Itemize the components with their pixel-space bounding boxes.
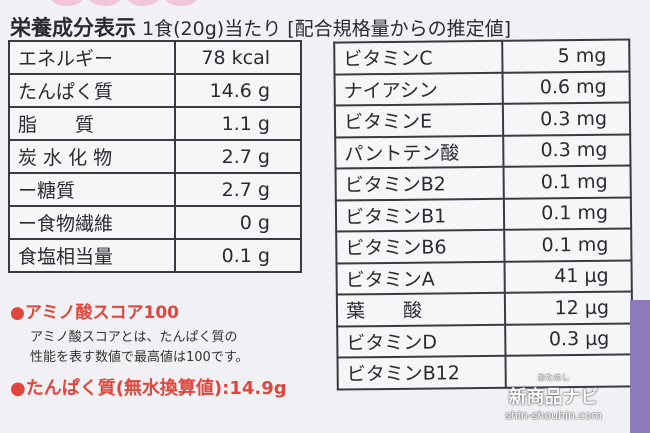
nutrient-value: 2.7 g [174,139,302,174]
table-row: ビタミンE 0.3 mg [334,102,631,138]
amino-score-heading: ●アミノ酸スコア100 [10,303,179,323]
nutrient-value: 14.6 g [174,73,302,108]
nutrient-name: パントテン酸 [335,135,504,169]
subtitle: 1食(20g)当たり [配合規格量からの推定値] [142,18,512,40]
nutrient-value: 0.3 mg [502,102,631,136]
nutrient-name: ビタミンB1 [335,198,505,232]
table-row: パントテン酸 0.3 mg [335,133,631,169]
nutrient-name: ビタミンB12 [337,355,506,390]
protein-anhydrous: ●たんぱく質(無水換算値):14.9g [10,378,287,399]
amino-score-note: アミノ酸スコアとは、たんぱく質の 性能を表す数値で最高値は100です。 [30,330,249,365]
nutrient-value: 12 μg [504,291,633,325]
nutrient-name: エネルギー [8,40,176,75]
nutrient-name: 炭 水 化 物 [8,139,176,174]
nutrient-value: 5 mg [502,39,630,73]
nutrient-name: 葉 酸 [336,292,506,327]
table-row: 食塩相当量 0.1 g [8,238,302,273]
table-row: ナイアシン 0.6 mg [334,70,630,106]
nutrient-value: 0.1 g [174,238,302,273]
nutrient-value: 0.6 mg [502,70,630,104]
decorative-dots [50,0,198,6]
nutrient-name: ビタミンC [334,40,503,75]
table-row: ビタミンA 41 μg [336,259,632,295]
nutrient-name: 脂 質 [8,106,176,141]
nutrient-value: 0.1 mg [504,228,632,262]
nutrient-name: ー糖質 [8,172,176,207]
nutrient-name: ビタミンA [336,261,505,295]
nutrient-value: 78 kcal [174,40,302,75]
nutrient-value: 0.3 μg [505,322,633,356]
nutrient-name: ビタミンD [337,324,506,358]
nutrient-name: ー食物繊維 [8,205,176,240]
nutrient-value: 0.3 mg [503,133,631,167]
table-row: ー食物繊維 0 g [8,205,302,240]
nutrient-value: 2.7 g [174,172,302,207]
table-row: ビタミンC 5 mg [334,39,630,75]
page-title: 栄養成分表示 1食(20g)当たり [配合規格量からの推定値] [10,16,512,40]
table-row: たんぱく質 14.6 g [8,73,302,108]
table-row: 脂 質 1.1 g [8,106,302,141]
nutrient-name: ナイアシン [334,72,503,106]
nutrient-name: 食塩相当量 [8,238,176,273]
nutrient-name: ビタミンB6 [336,229,505,264]
nutrient-value: 0.1 mg [503,165,631,199]
table-row: 葉 酸 12 μg [336,291,633,327]
table-row: エネルギー 78 kcal [8,40,302,75]
nutrition-table-right: ビタミンC 5 mg ナイアシン 0.6 mg ビタミンE 0.3 mg パントテン酸 0.3… [333,38,634,391]
nutrient-value: 0.1 mg [503,196,632,230]
table-row: ー糖質 2.7 g [8,172,302,207]
watermark-logo: おためし 新商品ナビ shin-shouhin.com [505,373,603,422]
table-row: ビタミンB6 0.1 mg [336,228,632,264]
nutrient-value: 0 g [174,205,302,240]
table-row: ビタミンD 0.3 μg [337,322,633,358]
nutrient-name: ビタミンE [334,103,504,138]
nutrient-value: 1.1 g [174,106,302,141]
table-row: 炭 水 化 物 2.7 g [8,139,302,174]
package-edge [630,300,650,433]
table-row: ビタミンB2 0.1 mg [335,165,631,201]
table-row: ビタミンB1 0.1 mg [335,196,632,232]
nutrient-name: たんぱく質 [8,73,176,108]
nutrient-value: 41 μg [504,259,632,293]
nutrient-name: ビタミンB2 [335,166,504,201]
